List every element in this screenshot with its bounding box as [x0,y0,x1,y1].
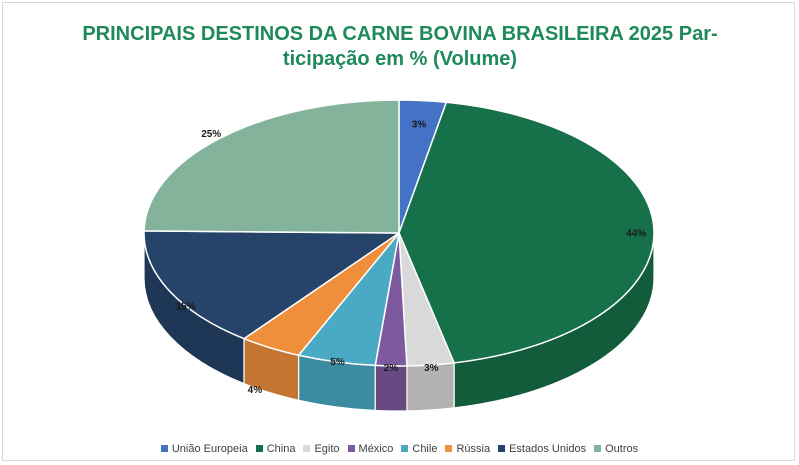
data-label-rússia: 4% [248,385,263,396]
legend-item-egito: Egito [303,443,340,455]
legend-item-méxico: México [347,443,394,455]
legend-swatch [445,445,453,452]
legend-item-china: China [255,443,296,455]
pie-slice-china [398,101,655,364]
chart-title: PRINCIPAIS DESTINOS DA CARNE BOVINA BRAS… [60,22,740,72]
data-label-união-europeia: 3% [412,119,427,130]
legend-swatch [347,445,355,452]
legend-label: Chile [412,443,438,455]
legend-swatch [401,445,409,452]
data-label-egito: 3% [424,363,439,374]
data-label-méxico: 2% [384,363,399,374]
data-label-chile: 5% [330,357,345,368]
pie-labels: 3% 44% 3% 2% 5% 4% 15% 25% [176,119,647,396]
legend: União Europeia China Egito México Chile Rússi… [0,443,799,455]
legend-label: Estados Unidos [509,443,587,455]
legend-item-estados-unidos: Estados Unidos [498,443,586,455]
legend-item-união-europeia: União Europeia [160,443,248,455]
legend-label: China [266,443,296,455]
legend-label: Outros [605,443,639,455]
data-label-estados-unidos: 15% [176,302,196,313]
pie-slice-estados-unidos [143,230,400,340]
legend-swatch [160,445,168,452]
legend-swatch [255,445,263,452]
data-label-china: 44% [626,229,646,240]
legend-label: União Europeia [171,443,248,455]
legend-item-rússia: Rússia [445,443,490,455]
chart-title-line-1: PRINCIPAIS DESTINOS DA CARNE BOVINA BRAS… [82,23,718,45]
legend-swatch [594,445,602,452]
legend-item-chile: Chile [401,443,437,455]
legend-swatch [498,445,506,452]
legend-swatch [303,445,311,452]
chart-title-line-2: ticipação em % (Volume) [282,48,518,70]
legend-label: Rússia [456,443,491,455]
legend-item-outros: Outros [594,443,638,455]
pie-slice-outros [143,99,400,234]
legend-label: México [358,443,394,455]
pie-tops [143,99,655,367]
pie-sides [143,232,655,412]
legend-label: Egito [314,443,340,455]
data-label-outros: 25% [201,129,221,140]
